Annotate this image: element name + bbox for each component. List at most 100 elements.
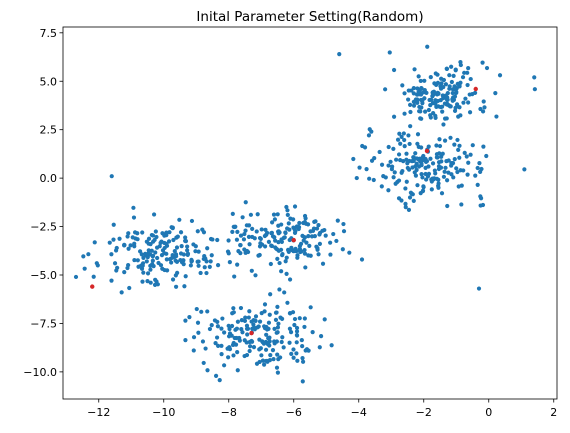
data-point [400,168,405,174]
data-point [442,116,448,121]
data-point [381,174,386,179]
data-point [272,235,277,240]
data-point [267,335,272,340]
data-point [150,253,156,258]
data-point [242,318,248,323]
data-point [132,230,138,235]
data-point [475,165,480,171]
data-point [222,330,227,335]
data-point [245,332,250,337]
data-point [183,235,188,240]
data-point [195,320,201,325]
data-point [170,277,176,282]
data-point [162,245,167,251]
data-point [183,338,188,343]
data-point [408,109,413,115]
data-point [522,167,527,172]
x-tick-label: −2 [416,406,432,419]
data-point [416,164,422,169]
data-point [202,254,207,259]
data-point [294,332,299,338]
data-point [279,269,284,274]
data-point [406,97,411,102]
data-point [449,172,454,177]
data-point [259,311,264,316]
data-point [320,261,326,266]
data-point [446,170,451,175]
data-point [287,326,293,331]
data-point [418,97,424,103]
data-point [128,243,133,248]
data-point [473,173,478,178]
data-point [268,261,273,267]
data-point [119,290,124,295]
data-point [479,166,484,172]
data-point [476,286,482,291]
data-point [391,175,396,180]
data-point [459,202,464,207]
data-point [436,160,442,165]
data-point [205,309,210,314]
data-point [214,335,220,340]
data-point [468,76,473,82]
data-point [264,324,269,330]
data-point [366,133,372,138]
data-point [461,100,466,105]
data-point [357,165,362,170]
data-point [286,247,291,253]
data-point [91,274,96,279]
data-point [262,362,267,367]
data-point [144,239,149,244]
data-point [438,86,444,91]
data-point [312,233,317,239]
data-point [300,359,306,364]
data-point [109,252,114,257]
data-point [95,263,100,268]
data-point [220,316,225,321]
data-point [420,101,425,106]
data-point [286,221,291,226]
data-point [419,105,424,110]
data-point [394,157,399,162]
data-point [253,273,258,278]
data-point [493,91,498,96]
data-point [257,319,263,324]
data-point [423,109,428,114]
data-point [465,172,470,177]
data-point [229,323,235,329]
data-point [115,265,120,270]
data-point [289,245,294,250]
data-point [255,212,260,217]
data-point [275,325,281,330]
data-point [444,159,449,164]
data-point [266,320,272,325]
data-point [234,237,240,242]
data-point [406,167,412,172]
data-point [302,247,307,253]
data-point [318,333,324,339]
data-point [215,324,220,329]
data-point [367,176,372,181]
data-point [152,237,157,243]
data-point [354,175,359,181]
data-point [427,97,432,103]
data-point [274,365,280,370]
data-point [475,182,480,187]
data-point [428,115,433,120]
data-point [408,190,414,195]
data-point [466,100,471,105]
data-point [417,109,422,114]
data-point [257,337,262,342]
data-point [232,274,237,279]
data-point [294,340,299,345]
data-point [148,242,153,247]
data-point [292,316,298,322]
data-point [174,245,180,250]
data-point [294,329,300,334]
data-point [306,234,311,239]
data-point [246,315,251,320]
data-point [205,246,210,251]
data-point [237,335,242,341]
data-point [144,259,149,264]
data-point [140,263,145,268]
